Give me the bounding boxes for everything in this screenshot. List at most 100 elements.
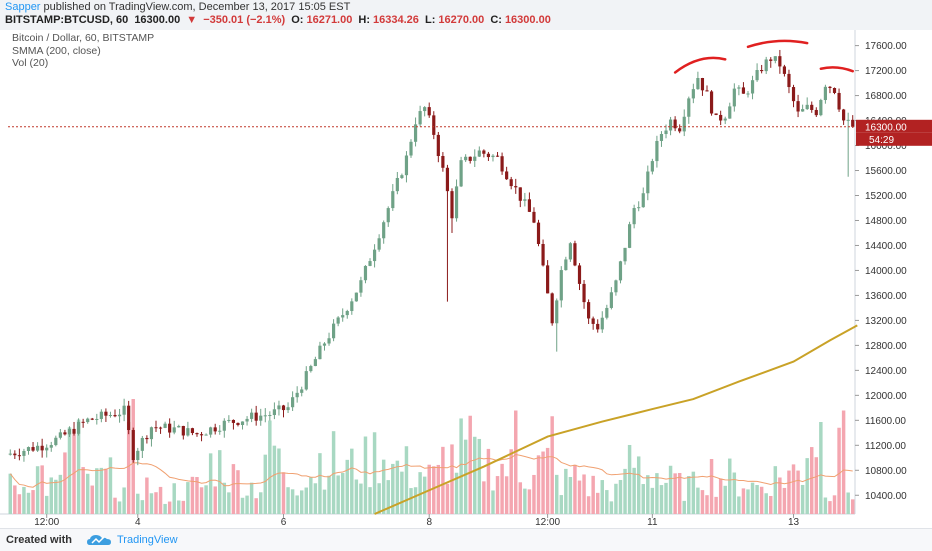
tradingview-cloud-icon: [87, 535, 111, 545]
author-link[interactable]: Sapper: [5, 1, 41, 13]
candle-body: [363, 265, 368, 281]
candle-body: [22, 450, 26, 456]
candle-body: [413, 124, 418, 142]
candle-body: [49, 445, 53, 448]
volume-bar: [750, 482, 755, 514]
volume-bar: [167, 501, 172, 514]
y-tick-label: 10800.00: [865, 466, 907, 477]
candle-body: [304, 371, 308, 390]
tradingview-brand[interactable]: TradingView: [117, 534, 178, 546]
candle-body: [609, 292, 613, 308]
candle-body: [163, 423, 167, 428]
candle-body: [532, 211, 536, 223]
volume-bar: [714, 496, 718, 514]
candle-body: [295, 392, 299, 398]
volume-bar: [482, 481, 486, 514]
candle-body: [154, 427, 158, 429]
volume-bar: [810, 447, 814, 514]
volume-bar: [828, 501, 832, 514]
volume-bar: [154, 492, 158, 514]
candle-body: [486, 153, 491, 158]
candle-body: [127, 405, 131, 431]
volume-bar: [99, 467, 104, 514]
x-tick-label: 13: [788, 517, 800, 528]
candle-body: [637, 207, 641, 209]
volume-bar: [650, 487, 655, 514]
head-annotation: [746, 39, 809, 49]
candle-body: [810, 104, 814, 110]
volume-bar: [541, 451, 545, 514]
volume-bar: [58, 474, 63, 514]
countdown-label: 54:29: [869, 135, 894, 146]
volume-bar: [769, 495, 773, 514]
candle-body: [650, 161, 654, 172]
high-label: H:: [358, 14, 371, 26]
candle-body: [345, 311, 349, 316]
candle-body: [477, 150, 481, 157]
volume-bar: [145, 477, 149, 514]
candle-body: [350, 301, 354, 312]
candle-body: [177, 425, 181, 428]
candle-body: [400, 175, 404, 178]
volume-bar: [404, 446, 409, 514]
volume-bar: [17, 494, 22, 514]
candle-body: [309, 366, 313, 372]
candle-body: [541, 243, 545, 266]
candle-body: [623, 247, 627, 262]
x-tick-label: 12:00: [535, 517, 560, 528]
candle-body: [418, 111, 422, 125]
candle-body: [199, 434, 204, 436]
candle-body: [509, 179, 513, 187]
candle-body: [500, 156, 504, 172]
volume-bar: [172, 483, 176, 514]
candle-body: [409, 141, 413, 156]
volume-bar: [536, 455, 541, 514]
candle-body: [454, 186, 459, 219]
candle-body: [81, 421, 85, 423]
candle-body: [259, 415, 263, 421]
volume-bar: [700, 490, 705, 514]
y-tick-label: 13600.00: [865, 291, 907, 302]
volume-bar: [791, 464, 796, 514]
candle-body: [222, 420, 226, 431]
volume-bar: [627, 444, 632, 514]
open-value: 16271.00: [306, 14, 353, 26]
volume-bar: [290, 489, 295, 514]
candle-body: [236, 422, 240, 426]
x-tick-label: 4: [135, 517, 141, 528]
volume-bar: [140, 500, 145, 514]
volume-bar: [395, 460, 400, 514]
candle-body: [158, 427, 163, 429]
candle-body: [354, 292, 358, 302]
volume-bar: [181, 500, 186, 514]
volume-bar: [117, 501, 122, 514]
candle-body: [45, 447, 49, 451]
candle-body: [386, 208, 390, 223]
candle-body: [227, 419, 231, 421]
candle-body: [441, 156, 445, 168]
candle-body: [72, 428, 76, 434]
volume-bar: [122, 487, 126, 514]
volume-bar: [759, 486, 764, 514]
candle-body: [86, 418, 90, 423]
countdown-badge: [856, 132, 932, 146]
candle-body: [250, 412, 254, 419]
candle-body: [245, 418, 249, 422]
y-tick-label: 11600.00: [865, 416, 906, 427]
volume-bar: [95, 468, 99, 514]
price-chart[interactable]: 17600.0017200.0016800.0016400.0016000.00…: [0, 30, 932, 528]
volume-bar: [149, 493, 154, 514]
volume-bar: [850, 499, 855, 514]
candle-body: [646, 171, 650, 194]
volume-bar: [354, 479, 359, 514]
volume-bar: [309, 477, 313, 514]
smma-line: [374, 324, 858, 515]
open-label: O:: [291, 14, 304, 26]
volume-bar: [554, 474, 559, 514]
volume-bar: [163, 503, 167, 514]
candle-body: [518, 187, 522, 201]
candle-body: [641, 193, 645, 208]
candle-body: [514, 186, 518, 188]
volume-bar: [454, 472, 459, 514]
volume-bar: [696, 487, 700, 514]
